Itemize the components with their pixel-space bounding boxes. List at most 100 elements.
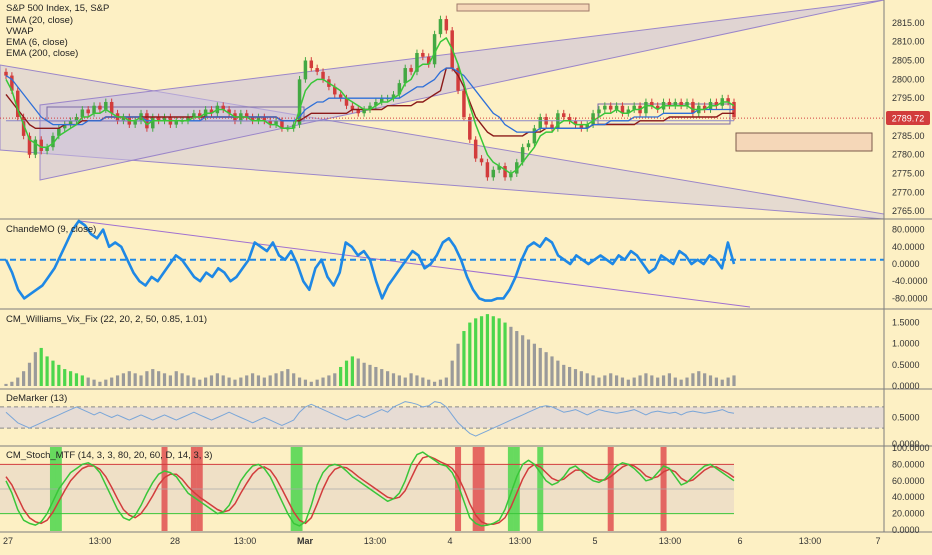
vix-fix-bar [4, 383, 8, 386]
candle-body [491, 169, 496, 178]
candle-body [356, 109, 361, 114]
vix-fix-bar [344, 360, 349, 386]
vix-fix-bar [350, 356, 354, 386]
candle-body [221, 105, 225, 110]
vix-fix-bar [110, 377, 114, 386]
candle-body [456, 68, 460, 91]
vix-fix-bar [204, 377, 208, 386]
vix-fix-bar [650, 375, 654, 386]
cmo-pane[interactable] [0, 219, 884, 308]
candle-body [379, 98, 384, 102]
candle-body [121, 117, 126, 121]
vix-fix-bar [556, 360, 560, 386]
vix-fix-bar [732, 375, 736, 386]
vix-fix-bar [526, 339, 531, 386]
candle-body [520, 147, 525, 163]
vix-fix-bar [403, 377, 407, 386]
stoch-mtf-pane[interactable] [0, 447, 735, 531]
candle-body [227, 109, 231, 114]
candle-body [315, 68, 319, 72]
vix-fix-bar [63, 369, 67, 386]
vix-fix-bar [92, 379, 96, 386]
candle-body [321, 71, 325, 80]
candle-body [702, 105, 707, 110]
candle-body [632, 105, 636, 110]
vix-fix-bar [603, 375, 607, 386]
candle-body [655, 105, 660, 110]
vix-fix-bar [485, 314, 490, 386]
candle-body [15, 90, 20, 118]
vix-fix-bar [609, 373, 613, 386]
candle-body [27, 135, 32, 155]
candle-body [397, 83, 402, 95]
vix-fix-pane[interactable] [4, 314, 736, 386]
candle-body [468, 117, 472, 140]
vix-fix-bar [215, 373, 219, 386]
time-tick-label: 7 [875, 536, 880, 546]
vix-fix-bar [515, 331, 519, 386]
stoch-tick-label: 80.0000 [892, 459, 925, 469]
vix-fix-bar [145, 371, 149, 386]
candle-body [415, 52, 419, 72]
candle-body [726, 98, 730, 102]
vix-fix-bar [679, 379, 683, 386]
vix-fix-bar [444, 377, 448, 386]
candle-body [503, 166, 507, 178]
vix-fix-bar [74, 373, 79, 386]
vix-fix-bar [98, 381, 102, 386]
candle-body [4, 71, 8, 76]
vix-fix-bar [250, 373, 255, 386]
candle-body [344, 98, 349, 106]
vix-fix-bar [239, 377, 243, 386]
vix-fix-bar [691, 373, 695, 386]
vix-fix-bar [233, 379, 237, 386]
vix-fix-bar [45, 356, 49, 386]
vix-fix-bar [192, 377, 196, 386]
time-tick-label: 13:00 [799, 536, 822, 546]
cmo-tick-label: -80.0000 [892, 293, 928, 303]
vix-fix-bar [27, 362, 32, 386]
vix-fix-bar [421, 377, 425, 386]
vix-fix-bar [186, 375, 190, 386]
vix-fix-bar [432, 381, 437, 386]
candle-body [685, 101, 689, 106]
vix-fix-bar [104, 379, 108, 386]
vix-fix-bar [139, 375, 143, 386]
time-tick-label: 13:00 [89, 536, 112, 546]
projection-box [735, 132, 873, 152]
vix-fix-bar [474, 318, 478, 386]
vix-fix-bar [427, 379, 431, 386]
legend-item-ema6: EMA (6, close) [6, 37, 68, 48]
candle-body [515, 162, 519, 174]
price-pane[interactable] [0, 0, 885, 220]
candle-body [57, 128, 61, 136]
vix-fix-bar [174, 371, 178, 386]
price-tick-label: 2780.00 [892, 150, 925, 160]
vix-fix-bar [339, 366, 343, 386]
candle-body [297, 79, 302, 125]
vix-fix-bar [333, 373, 337, 386]
vix-fix-bar [209, 375, 214, 386]
vix-fix-bar [438, 379, 443, 386]
candle-body [691, 101, 695, 114]
vix-fix-label: CM_Williams_Vix_Fix (22, 20, 2, 50, 0.85… [6, 314, 207, 325]
vix-fix-bar [180, 373, 184, 386]
candle-body [538, 117, 543, 129]
vix-fix-bar [391, 373, 396, 386]
candle-body [333, 86, 337, 95]
candle-body [98, 105, 102, 110]
candle-body [209, 109, 214, 114]
vix-fix-bar [292, 373, 296, 386]
vix-fix-bar [703, 373, 707, 386]
vix-fix-bar [380, 369, 384, 386]
price-tick-label: 2805.00 [892, 56, 925, 66]
candle-body [532, 128, 537, 144]
vix-fix-bar [86, 377, 90, 386]
vix-fix-bar [16, 377, 20, 386]
vix-fix-bar [397, 375, 401, 386]
vix-fix-bar [497, 318, 501, 386]
demarker-pane[interactable] [0, 401, 884, 437]
stoch-fast-line [5, 451, 735, 527]
